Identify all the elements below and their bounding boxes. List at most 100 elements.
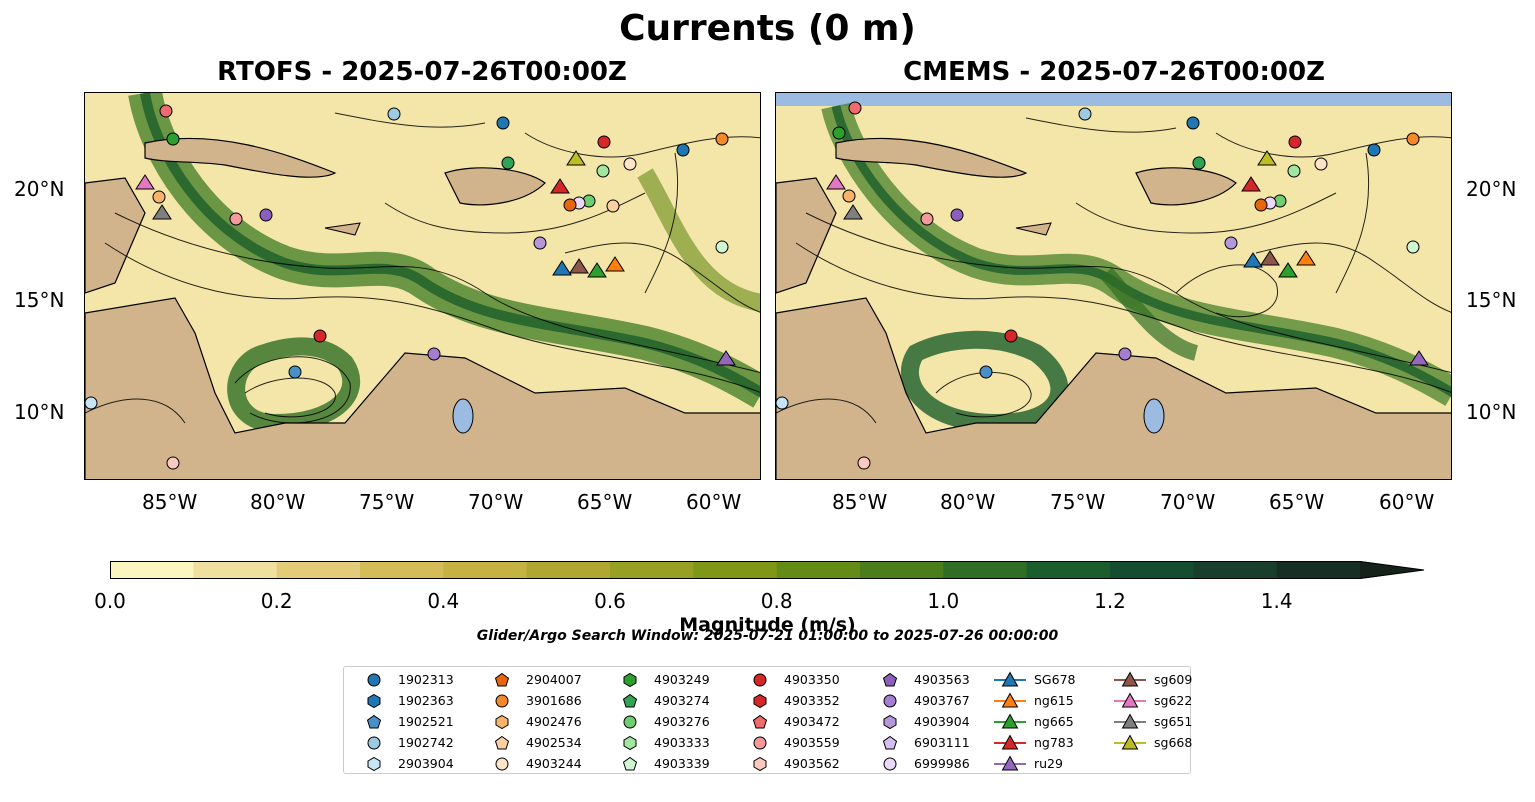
triangle-marker-icon bbox=[1114, 713, 1146, 729]
colorbar-bin bbox=[193, 561, 278, 579]
colorbar-bin bbox=[360, 561, 444, 579]
cuba-landmass bbox=[835, 137, 1028, 178]
legend-label: 4903559 bbox=[784, 735, 840, 750]
legend-label: 4903249 bbox=[654, 672, 710, 687]
legend-label: 4903563 bbox=[914, 672, 970, 687]
colorbar-bin bbox=[776, 561, 861, 579]
pentagon-marker-icon bbox=[494, 672, 510, 687]
circle-marker-icon bbox=[623, 715, 637, 729]
hexagon-marker-icon bbox=[753, 693, 767, 709]
colorbar-tick-label: 0.6 bbox=[594, 589, 626, 613]
x-tick-left: 70°W bbox=[468, 490, 524, 514]
legend-label: ru29 bbox=[1034, 756, 1063, 771]
colorbar-tick-label: 1.2 bbox=[1094, 589, 1126, 613]
circle-marker-icon bbox=[367, 673, 381, 687]
triangle-marker-icon bbox=[1114, 734, 1146, 750]
pentagon-marker-icon bbox=[494, 735, 510, 750]
float-markers bbox=[85, 104, 736, 470]
colorbar-bin bbox=[526, 561, 611, 579]
legend-label: 4903276 bbox=[654, 714, 710, 729]
pentagon-marker-icon bbox=[622, 693, 638, 708]
legend-label: 2903904 bbox=[398, 756, 454, 771]
legend-label: 1902313 bbox=[398, 672, 454, 687]
colorbar-tick-label: 0.0 bbox=[94, 589, 126, 613]
colorbar-bin bbox=[1193, 561, 1278, 579]
legend-label: sg622 bbox=[1154, 693, 1193, 708]
legend-label: sg651 bbox=[1154, 714, 1193, 729]
legend-label: 4902476 bbox=[526, 714, 582, 729]
y-tick-left: 10°N bbox=[14, 400, 65, 424]
colorbar bbox=[110, 561, 1425, 579]
legend-label: 4903352 bbox=[784, 693, 840, 708]
pentagon-marker-icon bbox=[752, 714, 768, 729]
legend-label: ng665 bbox=[1034, 714, 1074, 729]
colorbar-bin bbox=[1276, 561, 1361, 579]
legend-label: 1902521 bbox=[398, 714, 454, 729]
lake-maracaibo bbox=[1143, 398, 1165, 434]
legend: 1902313 1902363 1902521 1902742 2903904 29040… bbox=[343, 666, 1193, 774]
legend-label: 4903274 bbox=[654, 693, 710, 708]
legend-label: 4903333 bbox=[654, 735, 710, 750]
legend-label: ng783 bbox=[1034, 735, 1074, 750]
x-tick-left: 65°W bbox=[577, 490, 633, 514]
legend-label: ng615 bbox=[1034, 693, 1074, 708]
circle-marker-icon bbox=[367, 736, 381, 750]
legend-label: 1902742 bbox=[398, 735, 454, 750]
legend-label: 4903904 bbox=[914, 714, 970, 729]
yucatan-landmass bbox=[85, 177, 146, 294]
colorbar-bin bbox=[860, 561, 944, 579]
legend-label: 4903562 bbox=[784, 756, 840, 771]
y-tick-left: 20°N bbox=[14, 177, 65, 201]
circle-marker-icon bbox=[495, 694, 509, 708]
circle-marker-icon bbox=[753, 736, 767, 750]
legend-label: 4902534 bbox=[526, 735, 582, 750]
lake-maracaibo bbox=[452, 398, 474, 434]
colorbar-extend-max bbox=[1360, 561, 1424, 579]
y-tick-right: 10°N bbox=[1466, 400, 1517, 424]
panel-title-rtofs: RTOFS - 2025-07-26T00:00Z bbox=[217, 57, 627, 87]
colorbar-tick-label: 0.4 bbox=[427, 589, 460, 613]
map-cmems bbox=[776, 93, 1451, 479]
x-tick-right: 60°W bbox=[1379, 490, 1435, 514]
hexagon-marker-icon bbox=[883, 714, 897, 730]
panel-title-cmems: CMEMS - 2025-07-26T00:00Z bbox=[903, 57, 1325, 87]
colorbar-bin bbox=[110, 561, 194, 579]
colorbar-label: Magnitude (m/s) bbox=[679, 614, 856, 636]
colorbar-bin bbox=[610, 561, 694, 579]
x-tick-left: 60°W bbox=[686, 490, 742, 514]
triangle-marker-icon bbox=[994, 713, 1026, 729]
map-panel-cmems bbox=[775, 92, 1452, 480]
colorbar-bin bbox=[1026, 561, 1111, 579]
hexagon-marker-icon bbox=[367, 693, 381, 709]
hispaniola-landmass bbox=[1135, 167, 1237, 206]
x-tick-right: 70°W bbox=[1160, 490, 1216, 514]
triangle-marker-icon bbox=[1114, 671, 1146, 687]
colorbar-tick-label: 1.0 bbox=[927, 589, 960, 613]
circle-marker-icon bbox=[495, 757, 509, 771]
pentagon-marker-icon bbox=[882, 735, 898, 750]
legend-label: sg609 bbox=[1154, 672, 1193, 687]
map-panel-rtofs bbox=[84, 92, 761, 480]
colorbar-bin bbox=[693, 561, 778, 579]
colorbar-tick-label: 0.8 bbox=[760, 589, 793, 613]
hexagon-marker-icon bbox=[495, 714, 509, 730]
legend-label: SG678 bbox=[1034, 672, 1076, 687]
triangle-marker-icon bbox=[994, 692, 1026, 708]
hispaniola-landmass bbox=[444, 167, 546, 206]
circle-marker-icon bbox=[883, 694, 897, 708]
no-data-strip bbox=[776, 93, 1451, 106]
pentagon-marker-icon bbox=[622, 756, 638, 771]
pentagon-marker-icon bbox=[882, 672, 898, 687]
y-tick-left: 15°N bbox=[14, 288, 65, 312]
legend-label: 2904007 bbox=[526, 672, 582, 687]
x-tick-right: 65°W bbox=[1269, 490, 1325, 514]
legend-label: 4903244 bbox=[526, 756, 582, 771]
search-window-note: Glider/Argo Search Window: 2025-07-21 01… bbox=[476, 628, 1059, 644]
circle-marker-icon bbox=[753, 673, 767, 687]
hexagon-marker-icon bbox=[753, 756, 767, 772]
y-tick-right: 15°N bbox=[1466, 288, 1517, 312]
colorbar-outline bbox=[110, 561, 1425, 579]
x-tick-right: 80°W bbox=[940, 490, 996, 514]
cuba-landmass bbox=[144, 137, 337, 178]
triangle-marker-icon bbox=[994, 671, 1026, 687]
